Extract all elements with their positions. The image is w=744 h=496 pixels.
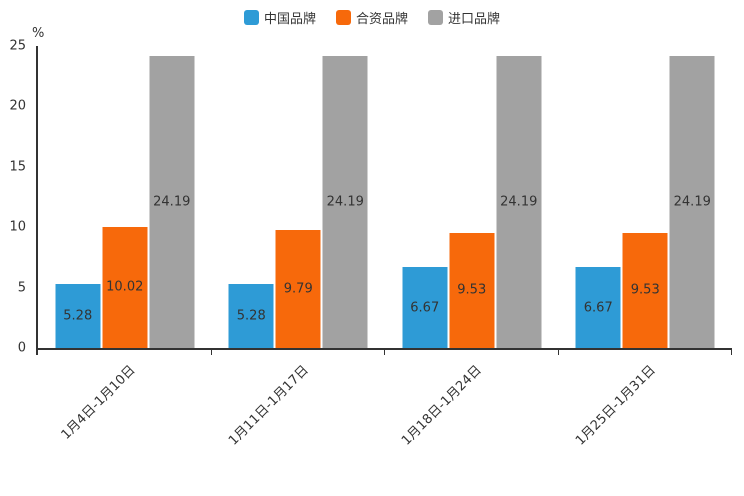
- bar-合资品牌: 10.02: [102, 226, 148, 348]
- bar-value-label: 5.28: [63, 308, 93, 324]
- bar-cluster: 5.28 9.79 24.19: [228, 46, 368, 348]
- bar-进口品牌: 24.19: [669, 55, 715, 348]
- bar-合资品牌: 9.53: [449, 232, 495, 348]
- bar-value-label: 9.53: [457, 282, 487, 298]
- bar-value-label: 6.67: [583, 300, 613, 316]
- legend-item-中国品牌[interactable]: 中国品牌: [243, 8, 316, 27]
- bar-进口品牌: 24.19: [322, 55, 368, 348]
- legend-label: 合资品牌: [355, 12, 408, 27]
- bar-中国品牌: 6.67: [402, 267, 448, 348]
- bar-group: 6.67 9.53 24.19 1月18日-1月24日: [385, 46, 559, 449]
- bar-cluster: 6.67 9.53 24.19: [402, 46, 542, 348]
- y-tick-label: 0: [17, 340, 26, 356]
- bar-groups: 5.28 10.02 24.19 1月4日-1月10日 5.28 9.79 24.19 1月1…: [38, 46, 733, 449]
- bar-value-label: 24.19: [500, 194, 538, 210]
- y-tick-label: 5: [17, 280, 26, 296]
- bar-value-label: 5.28: [236, 308, 266, 324]
- legend: 中国品牌 合资品牌 进口品牌: [0, 8, 744, 27]
- bar-进口品牌: 24.19: [496, 55, 542, 348]
- bar-value-label: 6.67: [410, 300, 440, 316]
- bar-中国品牌: 5.28: [55, 284, 101, 348]
- bar-value-label: 10.02: [106, 279, 144, 295]
- legend-item-合资品牌[interactable]: 合资品牌: [335, 8, 408, 27]
- y-tick-label: 20: [9, 98, 26, 114]
- bar-进口品牌: 24.19: [149, 55, 195, 348]
- y-axis: 0 5 10 15 20 25: [0, 40, 32, 355]
- legend-marker-icon: [428, 10, 443, 25]
- bar-中国品牌: 5.28: [228, 284, 274, 348]
- bar-group: 6.67 9.53 24.19 1月25日-1月31日: [559, 46, 733, 449]
- bar-合资品牌: 9.53: [622, 232, 668, 348]
- bar-中国品牌: 6.67: [575, 267, 621, 348]
- bar-value-label: 9.79: [283, 281, 313, 297]
- bar-合资品牌: 9.79: [275, 229, 321, 348]
- y-tick-label: 15: [9, 159, 26, 175]
- y-tick-label: 25: [9, 38, 26, 54]
- x-axis-label: 1月18日-1月24日: [399, 362, 486, 449]
- bar-group: 5.28 9.79 24.19 1月11日-1月17日: [212, 46, 386, 449]
- y-axis-unit-label: %: [32, 26, 45, 41]
- bar-value-label: 9.53: [630, 282, 660, 298]
- x-axis-label: 1月25日-1月31日: [572, 362, 659, 449]
- bar-value-label: 24.19: [326, 194, 364, 210]
- bar-cluster: 6.67 9.53 24.19: [575, 46, 715, 348]
- legend-label: 中国品牌: [263, 12, 316, 27]
- plot-area: 5.28 10.02 24.19 1月4日-1月10日 5.28 9.79 24.19 1月1…: [36, 46, 733, 449]
- legend-item-进口品牌[interactable]: 进口品牌: [428, 8, 500, 27]
- legend-marker-icon: [243, 10, 259, 25]
- y-tick-label: 10: [9, 219, 26, 235]
- x-axis-label: 1月11日-1月17日: [225, 362, 312, 449]
- bar-cluster: 5.28 10.02 24.19: [55, 46, 195, 348]
- x-axis-label: 1月4日-1月10日: [58, 362, 139, 443]
- bar-value-label: 24.19: [673, 194, 711, 210]
- bar-group: 5.28 10.02 24.19 1月4日-1月10日: [38, 46, 212, 443]
- legend-label: 进口品牌: [448, 12, 501, 27]
- bar-value-label: 24.19: [153, 194, 191, 210]
- legend-marker-icon: [335, 10, 351, 25]
